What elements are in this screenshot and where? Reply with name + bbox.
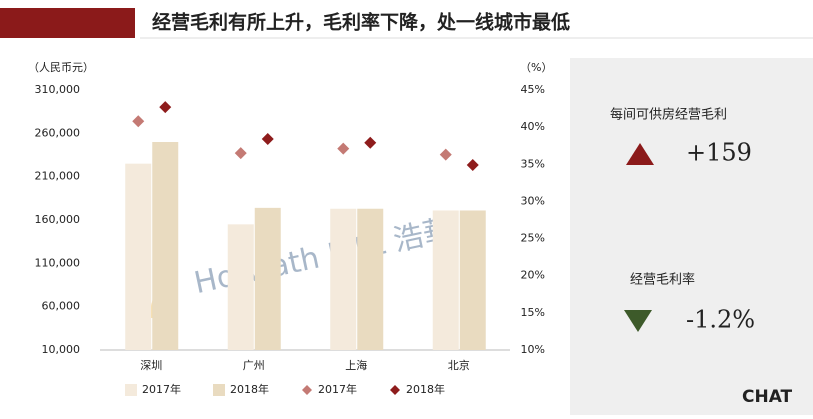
legend-label: 2018年 bbox=[230, 382, 269, 396]
y-tick-label: 160,000 bbox=[35, 213, 81, 226]
bar bbox=[459, 210, 486, 350]
y-tick-label: 210,000 bbox=[35, 170, 81, 183]
y2-tick-label: 45% bbox=[521, 83, 545, 96]
logo: CHAT bbox=[742, 387, 793, 407]
legend-swatch bbox=[390, 385, 400, 395]
panel-label: 经营毛利率 bbox=[630, 272, 695, 288]
bar bbox=[330, 208, 357, 350]
chart-title: 经营毛利有所上升，毛利率下降，处一线城市最低 bbox=[152, 11, 570, 34]
legend-swatch bbox=[125, 384, 137, 396]
y2-tick-label: 10% bbox=[521, 343, 545, 356]
y2-tick-label: 30% bbox=[521, 194, 545, 207]
diamond-marker bbox=[337, 142, 350, 155]
bar bbox=[254, 207, 281, 350]
y2-tick-label: 40% bbox=[521, 120, 545, 133]
y2-tick-label: 20% bbox=[521, 269, 545, 282]
legend-label: 2017年 bbox=[142, 382, 181, 396]
panel-label: 每间可供房经营毛利 bbox=[610, 107, 727, 123]
y2-tick-label: 15% bbox=[521, 306, 545, 319]
y2-tick-label: 35% bbox=[521, 157, 545, 170]
diamond-marker bbox=[364, 136, 377, 149]
x-tick-label: 上海 bbox=[345, 358, 367, 372]
y-tick-label: 310,000 bbox=[35, 83, 81, 96]
y-tick-label: 260,000 bbox=[35, 126, 81, 139]
bar bbox=[152, 142, 179, 350]
x-tick-label: 广州 bbox=[243, 359, 265, 372]
legend-swatch bbox=[213, 384, 225, 396]
bar bbox=[125, 163, 152, 350]
y-axis-label: （人民币元） bbox=[28, 61, 94, 74]
x-tick-label: 北京 bbox=[448, 358, 470, 372]
diamond-marker bbox=[234, 147, 247, 160]
bar bbox=[357, 208, 384, 350]
y-tick-label: 10,000 bbox=[42, 343, 81, 356]
panel-value: +159 bbox=[686, 139, 752, 167]
y2-axis-label: （%） bbox=[520, 61, 552, 74]
diamond-marker bbox=[159, 101, 172, 114]
diamond-marker bbox=[439, 148, 452, 161]
diamond-marker bbox=[261, 133, 274, 146]
side-panel bbox=[570, 58, 813, 415]
down-arrow bbox=[624, 310, 652, 332]
up-arrow bbox=[626, 143, 654, 165]
panel-value: -1.2% bbox=[686, 306, 755, 334]
y-tick-label: 110,000 bbox=[35, 256, 81, 269]
x-tick-label: 深圳 bbox=[140, 359, 162, 372]
diamond-marker bbox=[466, 159, 479, 172]
legend-swatch bbox=[302, 385, 312, 395]
bar bbox=[227, 224, 254, 350]
bar bbox=[432, 210, 459, 350]
y-tick-label: 60,000 bbox=[42, 300, 81, 313]
diamond-marker bbox=[132, 115, 145, 128]
y2-tick-label: 25% bbox=[521, 232, 545, 245]
legend-label: 2017年 bbox=[318, 382, 357, 396]
legend-label: 2018年 bbox=[406, 382, 445, 396]
title-bar bbox=[0, 8, 135, 38]
